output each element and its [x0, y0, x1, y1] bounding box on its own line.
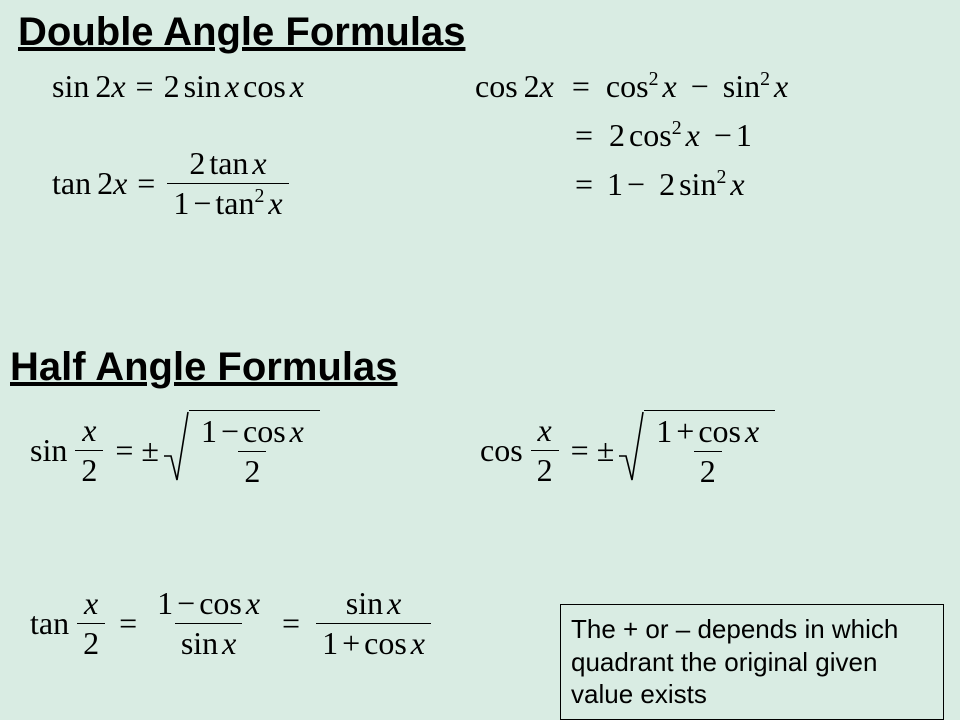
- tan-half-frac1: 1−cosx sinx: [151, 585, 266, 662]
- fn-sin: sin: [52, 68, 89, 105]
- heading-half-angle: Half Angle Formulas: [10, 345, 397, 390]
- sqrt-cos-half: 1+cosx 2: [618, 410, 775, 490]
- formula-tan2x: tan2x = 2tanx 1−tan2x: [52, 145, 293, 222]
- heading-double-angle: Double Angle Formulas: [18, 10, 465, 55]
- formula-sin2x: sin 2x = 2sin x cos x: [52, 68, 304, 105]
- cos2x-line3: = 1− 2sin2x: [475, 166, 745, 203]
- cos2x-line2: = 2cos2x −1: [475, 117, 752, 154]
- formula-tan-half: tan x2 = 1−cosx sinx = sinx 1+cosx: [30, 585, 435, 662]
- note-box: The + or – depends in which quadrant the…: [560, 604, 944, 720]
- sym-eq: =: [136, 68, 154, 105]
- sqrt-sin-half: 1−cosx 2: [163, 410, 320, 490]
- formula-cos2x: cos2x = cos2x − sin2x = 2cos2x −1 = 1− 2…: [475, 62, 788, 209]
- cos2x-line1: cos2x = cos2x − sin2x: [475, 68, 788, 105]
- formula-cos-half: cos x2 = ± 1+cosx 2: [480, 410, 775, 490]
- sym-pm: ±: [141, 432, 159, 469]
- radical-icon: [618, 410, 644, 484]
- tan-half-frac2: sinx 1+cosx: [316, 585, 431, 662]
- formula-sin-half: sin x2 = ± 1−cosx 2: [30, 410, 320, 490]
- note-text: The + or – depends in which quadrant the…: [571, 614, 898, 709]
- radical-icon: [163, 410, 189, 484]
- tan2x-fraction: 2tanx 1−tan2x: [167, 145, 288, 222]
